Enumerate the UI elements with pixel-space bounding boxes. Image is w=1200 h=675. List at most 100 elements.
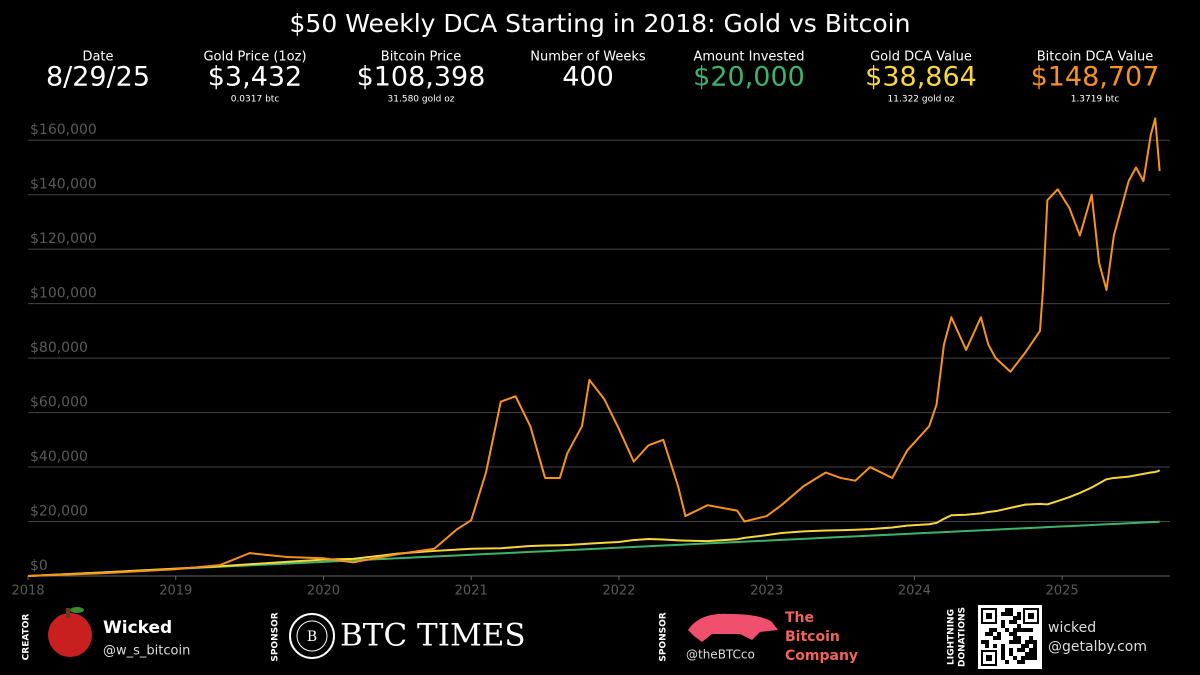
donations-tag: LIGHTNING (947, 609, 957, 665)
qr-module (1009, 620, 1013, 624)
stat-sub: 1.3719 btc (1071, 95, 1120, 105)
qr-module (1025, 652, 1029, 656)
x-tick-label: 2025 (1046, 584, 1079, 599)
qr-module (1013, 640, 1017, 644)
series-line (27, 520, 1160, 577)
x-tick-label: 2024 (898, 584, 931, 599)
stat-sub: 0.0317 btc (231, 95, 280, 105)
donations-handle: @getalby.com (1048, 639, 1147, 655)
qr-module (993, 636, 997, 640)
stat-sub: 11.322 gold oz (888, 95, 955, 105)
qr-module (1017, 636, 1021, 640)
qr-module (1021, 656, 1025, 660)
qr-module (1013, 632, 1017, 636)
qr-module (1033, 640, 1037, 644)
qr-module (1029, 648, 1033, 652)
stat-value: $108,398 (357, 62, 486, 93)
qr-module (993, 644, 997, 648)
qr-module (1029, 656, 1033, 660)
qr-module (989, 628, 993, 632)
qr-module (1001, 652, 1005, 656)
y-tick-label: $40,000 (30, 449, 88, 465)
qr-module (985, 644, 989, 648)
x-tick-label: 2023 (750, 584, 783, 599)
stat-value: $148,707 (1031, 62, 1160, 93)
qr-module (1009, 608, 1013, 612)
x-tick-label: 2020 (307, 584, 340, 599)
qr-module (989, 632, 993, 636)
sponsor-name-line: Company (785, 648, 858, 664)
qr-module (997, 636, 1001, 640)
btc-times-logo-letter: B (307, 629, 317, 645)
creator-tag: CREATOR (22, 614, 32, 661)
y-tick-label: $60,000 (30, 395, 88, 411)
qr-module (1009, 648, 1013, 652)
qr-module (1029, 628, 1033, 632)
stat-label: Gold DCA Value (870, 50, 972, 65)
stat-label: Bitcoin Price (381, 50, 461, 65)
stat-value: $38,864 (865, 62, 977, 93)
qr-module (1013, 628, 1017, 632)
btc-company-logo (688, 613, 778, 642)
qr-module (1025, 628, 1029, 632)
qr-module (1005, 612, 1009, 616)
stat-value: $3,432 (208, 62, 302, 93)
btc-times-logo-inner (296, 620, 328, 652)
qr-module (1013, 620, 1017, 624)
qr-module (1033, 652, 1037, 656)
y-tick-label: $100,000 (30, 286, 97, 302)
qr-module (1033, 648, 1037, 652)
stat-label: Amount Invested (693, 50, 804, 65)
qr-module (1025, 640, 1029, 644)
sponsor-tag: SPONSOR (659, 612, 669, 661)
stat-label: Gold Price (1oz) (203, 50, 306, 65)
qr-module (1001, 644, 1005, 648)
qr-module (1001, 656, 1005, 660)
qr-module (1013, 616, 1017, 620)
donations-name: wicked (1048, 620, 1096, 636)
qr-module (1017, 648, 1021, 652)
qr-finder (986, 655, 992, 661)
qr-module (1001, 612, 1005, 616)
stat-sub: 31.580 gold oz (388, 95, 455, 105)
btc-times-logo (289, 613, 335, 659)
y-tick-label: $140,000 (30, 177, 97, 193)
qr-module (985, 640, 989, 644)
sponsor-name-line: Bitcoin (785, 629, 840, 645)
sponsor-tag: SPONSOR (271, 612, 281, 661)
x-tick-label: 2018 (11, 584, 44, 599)
plot-area: $0 $20,000 $40,000 $60,000 $80,000 $100,000 $1… (11, 117, 1170, 599)
stat-value: 400 (562, 62, 614, 93)
y-tick-label: $120,000 (30, 231, 97, 247)
qr-module (1001, 620, 1005, 624)
qr-module (985, 632, 989, 636)
stat-label: Bitcoin DCA Value (1037, 50, 1154, 65)
qr-module (1013, 656, 1017, 660)
qr-module (1013, 636, 1017, 640)
qr-module (1029, 640, 1033, 644)
qr-module (1029, 636, 1033, 640)
qr-module (993, 628, 997, 632)
qr-module (1009, 612, 1013, 616)
y-tick-label: $160,000 (30, 122, 97, 138)
qr-module (981, 640, 985, 644)
creator-avatar (48, 613, 92, 657)
avatar-stem (66, 608, 70, 618)
stat-label: Date (82, 50, 113, 65)
qr-module (1025, 644, 1029, 648)
qr-module (1017, 640, 1021, 644)
qr-module (1033, 644, 1037, 648)
y-tick-label: $80,000 (30, 340, 88, 356)
series-line (27, 469, 1161, 577)
qr-module (1001, 624, 1005, 628)
qr-module (1001, 648, 1005, 652)
qr-module (1005, 608, 1009, 612)
qr-module (1005, 628, 1009, 632)
qr-module (1009, 652, 1013, 656)
series-line (27, 117, 1161, 577)
stat-value: 8/29/25 (46, 62, 150, 93)
qr-module (1025, 656, 1029, 660)
qr-module (1005, 660, 1009, 664)
